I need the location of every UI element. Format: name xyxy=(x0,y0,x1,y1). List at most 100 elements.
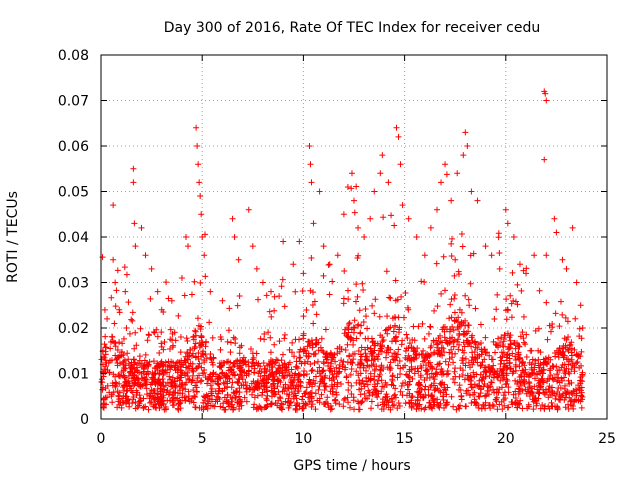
data-point xyxy=(569,391,576,398)
data-point xyxy=(454,170,461,177)
data-point xyxy=(125,356,132,363)
data-point xyxy=(166,345,173,352)
data-point xyxy=(164,387,171,394)
data-point xyxy=(349,351,356,358)
data-point xyxy=(514,404,521,411)
data-point xyxy=(448,346,455,353)
data-point xyxy=(169,392,176,399)
data-point xyxy=(470,391,477,398)
data-point xyxy=(448,253,455,260)
data-point xyxy=(443,391,450,398)
data-point xyxy=(185,395,192,402)
data-point xyxy=(452,256,459,263)
data-point xyxy=(227,349,234,356)
data-point xyxy=(355,321,362,328)
data-point xyxy=(327,367,334,374)
data-point xyxy=(387,359,394,366)
data-point xyxy=(201,357,208,364)
data-point xyxy=(178,274,185,281)
data-point xyxy=(295,376,302,383)
data-point xyxy=(451,292,458,299)
data-point xyxy=(380,366,387,373)
data-point xyxy=(222,374,229,381)
data-point xyxy=(467,381,474,388)
data-point xyxy=(510,234,517,240)
data-point xyxy=(232,358,239,365)
data-point xyxy=(159,387,166,394)
data-point xyxy=(279,351,286,358)
data-point xyxy=(571,364,578,371)
data-point xyxy=(175,312,182,319)
data-point xyxy=(374,380,381,387)
data-point xyxy=(155,391,162,398)
data-point xyxy=(199,370,206,377)
data-point xyxy=(553,392,560,399)
data-point xyxy=(516,378,523,385)
data-point xyxy=(562,344,569,351)
data-point xyxy=(102,333,109,340)
data-point xyxy=(185,375,192,382)
data-point xyxy=(442,161,449,168)
data-point xyxy=(124,387,131,394)
data-point xyxy=(509,370,516,377)
data-point xyxy=(157,359,164,366)
data-point xyxy=(509,269,516,276)
data-point xyxy=(259,377,266,384)
data-point xyxy=(534,386,541,393)
data-point xyxy=(229,379,236,386)
data-point xyxy=(194,375,201,382)
y-tick-label: 0.08 xyxy=(58,48,89,64)
data-point xyxy=(142,252,149,259)
data-point xyxy=(293,381,300,388)
data-point xyxy=(204,405,211,412)
data-point xyxy=(320,359,327,366)
data-point xyxy=(103,359,110,366)
data-point xyxy=(230,404,237,411)
data-point xyxy=(566,358,573,365)
data-point xyxy=(183,379,190,386)
data-point xyxy=(195,356,202,363)
data-point xyxy=(319,347,326,354)
data-point xyxy=(255,378,262,385)
data-point xyxy=(567,398,574,405)
data-point xyxy=(101,306,108,313)
data-point xyxy=(531,375,538,382)
data-point xyxy=(219,369,226,376)
data-point xyxy=(387,295,394,302)
data-point xyxy=(495,230,502,237)
data-point xyxy=(307,287,314,294)
data-point xyxy=(317,373,324,380)
data-point xyxy=(379,383,386,390)
data-point xyxy=(104,315,111,322)
data-point xyxy=(451,379,458,386)
data-point xyxy=(234,302,241,309)
data-point xyxy=(343,373,350,380)
data-point xyxy=(187,346,194,353)
data-point xyxy=(236,292,243,299)
data-point xyxy=(151,329,158,336)
data-point xyxy=(261,383,268,390)
data-point xyxy=(276,293,283,300)
data-point xyxy=(156,405,163,412)
data-point xyxy=(561,374,568,381)
data-point xyxy=(403,371,410,378)
data-point xyxy=(200,348,207,355)
data-point xyxy=(305,379,312,386)
data-point xyxy=(497,354,504,361)
data-point xyxy=(133,374,140,381)
data-point xyxy=(464,387,471,394)
data-point xyxy=(235,380,242,387)
data-point xyxy=(432,386,439,393)
data-point xyxy=(491,389,498,396)
data-point xyxy=(459,371,466,378)
data-point xyxy=(443,171,450,178)
data-point xyxy=(280,238,287,245)
data-point xyxy=(547,356,554,363)
data-point xyxy=(405,215,412,222)
data-point xyxy=(525,401,532,408)
data-point xyxy=(320,272,327,279)
data-point xyxy=(519,405,526,412)
data-point xyxy=(331,381,338,388)
data-point xyxy=(304,343,311,350)
data-point xyxy=(411,370,418,377)
